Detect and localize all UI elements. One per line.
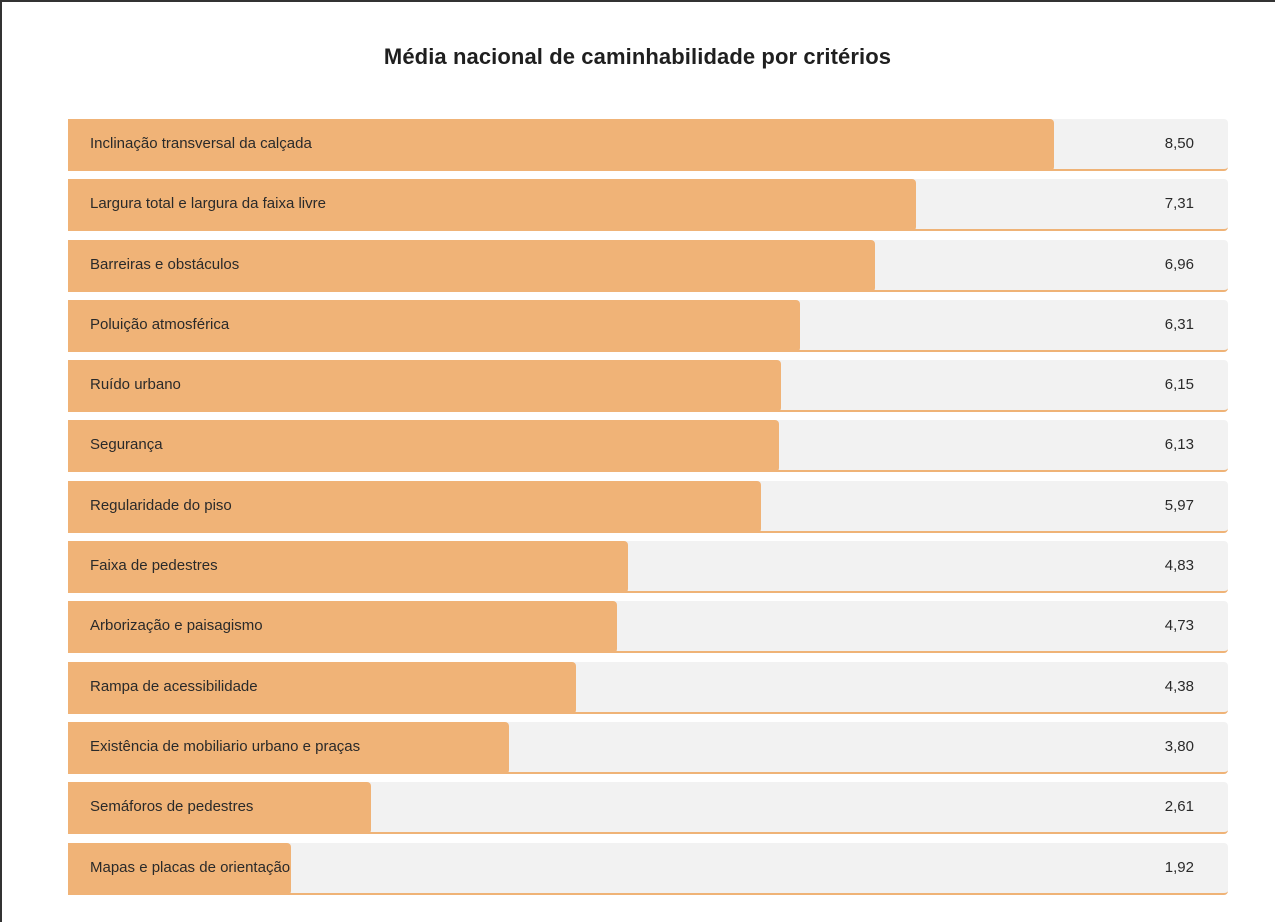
bar-row: Ruído urbano 6,15 [68,360,1228,413]
bar-value-label: 4,83 [1164,557,1194,575]
bar-label: Faixa de pedestres [90,557,218,575]
bar-label: Segurança [90,436,163,454]
bar-row: Rampa de acessibilidade 4,38 [68,661,1228,714]
bar [68,661,577,714]
bar-chart: Inclinação transversal da calçada 8,50 Lar… [68,119,1228,903]
bar-row: Mapas e placas de orientação 1,92 [68,842,1228,895]
bar-value-label: 7,31 [1164,195,1194,213]
bar-row: Faixa de pedestres 4,83 [68,541,1228,594]
bar-row: Segurança 6,13 [68,420,1228,473]
bar [68,721,509,774]
bar-value-label: 2,61 [1164,798,1194,816]
bar [68,179,916,232]
bar [68,420,780,473]
bar-row: Arborização e paisagismo 4,73 [68,601,1228,654]
bar-label: Inclinação transversal da calçada [90,135,312,152]
bar-value-label: 4,73 [1164,617,1194,635]
bar-label: Largura total e largura da faixa livre [90,195,326,213]
bar [68,601,617,654]
bar-row: Inclinação transversal da calçada 8,50 [68,119,1228,171]
bar-row: Barreiras e obstáculos 6,96 [68,239,1228,292]
bar-value-label: 6,31 [1164,315,1194,333]
bar-label: Mapas e placas de orientação [90,858,291,876]
bar [68,480,761,533]
bar-value-label: 6,15 [1164,376,1194,394]
bar-label: Rampa de acessibilidade [90,677,258,695]
bar-row: Semáforos de pedestres 2,61 [68,782,1228,835]
bar-label: Arborização e paisagismo [90,617,263,635]
bar [68,239,876,292]
bar [68,119,1054,171]
bar-label: Ruído urbano [90,376,181,394]
bar-value-label: 5,97 [1164,496,1194,514]
bar-value-label: 8,50 [1164,135,1194,152]
bar-value-label: 6,96 [1164,255,1194,273]
bar [68,360,782,413]
bar-label: Poluição atmosférica [90,315,230,333]
bar-label: Semáforos de pedestres [90,798,254,816]
bar-label: Barreiras e obstáculos [90,255,240,273]
bar-row: Existência de mobiliario urbano e praças… [68,721,1228,774]
bar-value-label: 3,80 [1164,737,1194,755]
bar-row: Largura total e largura da faixa livre 7,… [68,179,1228,232]
bar-label: Regularidade do piso [90,496,232,514]
bar [68,541,629,594]
bar-value-label: 4,38 [1164,677,1194,695]
bar-row: Poluição atmosférica 6,31 [68,299,1228,352]
bar [68,782,371,835]
bar-value-label: 6,13 [1164,436,1194,454]
bar-value-label: 1,92 [1164,858,1194,876]
chart-title: Média nacional de caminhabilidade por cr… [383,44,892,69]
bar [68,842,291,895]
bar [68,299,800,352]
bar-label: Existência de mobiliario urbano e praças [90,737,361,755]
bar-row: Regularidade do piso 5,97 [68,480,1228,533]
